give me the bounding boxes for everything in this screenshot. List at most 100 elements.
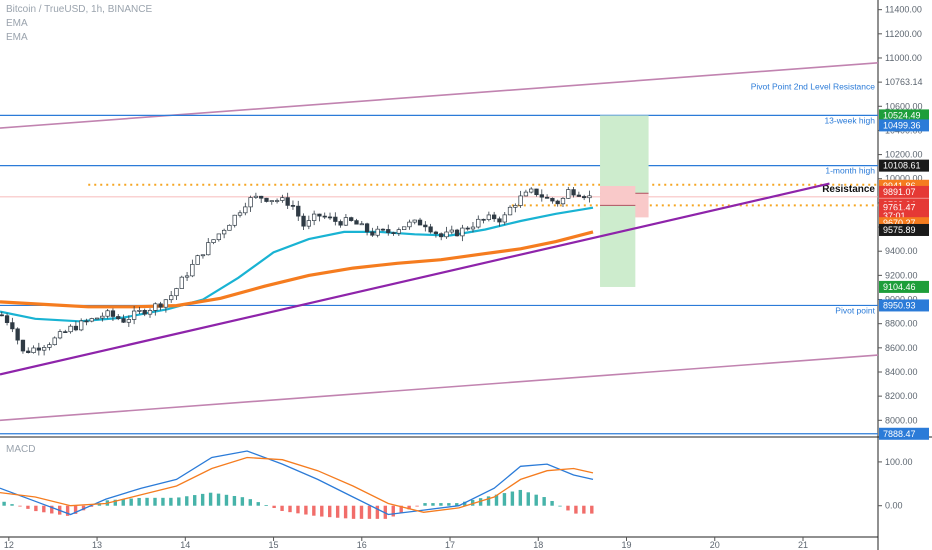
candle-body (158, 303, 163, 308)
candle-body (243, 206, 248, 214)
macd-histogram-bar (463, 501, 467, 506)
macd-histogram-bar (359, 505, 364, 519)
macd-y-tick-label: 100.00 (885, 457, 913, 467)
candle (26, 347, 31, 354)
candle-body (190, 264, 195, 277)
y-tick-label: 8400.00 (885, 367, 918, 377)
short-stop-zone (600, 185, 636, 206)
macd-histogram-bar (26, 505, 30, 509)
candle (259, 195, 264, 204)
candle-body (110, 310, 116, 317)
macd-histogram-bar (431, 503, 435, 506)
candle (311, 210, 317, 226)
candle-body (428, 226, 433, 233)
price-tag-bg (879, 280, 929, 293)
candle-body (507, 206, 513, 216)
candle-body (105, 310, 110, 317)
candle-body (142, 310, 147, 315)
candle-body (301, 215, 306, 227)
price-tag: 9670.27 (883, 218, 916, 228)
candle-body (41, 347, 47, 351)
candle (41, 345, 47, 356)
candle (264, 197, 269, 203)
x-tick-label: 16 (357, 540, 367, 550)
macd-histogram-bar (296, 505, 300, 514)
macd-histogram-bar (582, 505, 586, 514)
candle (221, 228, 227, 239)
x-tick-label: 18 (533, 540, 543, 550)
candle-body (264, 197, 269, 202)
macd-histogram-bar (272, 505, 276, 509)
candle (444, 226, 449, 239)
candle (317, 213, 322, 222)
y-tick-label: 10763.14 (885, 77, 923, 87)
macd-histogram-bar (193, 495, 197, 506)
candle-body (73, 325, 79, 331)
candle-body (121, 318, 126, 323)
candle-body (380, 228, 386, 231)
ema-legend-2[interactable]: EMA (6, 32, 28, 43)
candle (227, 224, 232, 231)
candle-body (274, 200, 280, 202)
candle (179, 275, 184, 289)
candle-body (544, 196, 550, 199)
level-price-tag-bg (879, 299, 929, 312)
macd-histogram-bar (518, 489, 523, 506)
candle-body (338, 221, 343, 226)
ema-legend-1[interactable]: EMA (6, 18, 28, 29)
candle-body (349, 217, 354, 221)
x-tick-label: 13 (92, 540, 102, 550)
candle-body (296, 205, 301, 217)
y-tick-label: 11000.00 (885, 53, 922, 63)
macd-histogram-bar (89, 505, 94, 507)
macd-histogram-bar (470, 499, 475, 506)
candle-body (571, 189, 576, 196)
macd-histogram-bar (145, 497, 149, 506)
level-price-tag-secondary: 10499.36 (883, 120, 921, 130)
candle (354, 218, 359, 225)
macd-line (0, 450, 594, 516)
macd-histogram-bar (574, 505, 578, 514)
candle (100, 312, 105, 322)
level-label: 13-week high (824, 115, 875, 125)
candle-body (206, 242, 211, 256)
price-tag: 9891.07 (883, 187, 916, 197)
candle-body (386, 229, 391, 233)
macd-histogram-bar (232, 495, 237, 506)
candle (243, 202, 248, 216)
candle (200, 254, 206, 259)
macd-histogram-bar (200, 493, 205, 506)
long-target-zone (600, 115, 649, 194)
candle (79, 318, 84, 332)
candle-body (79, 320, 84, 331)
macd-signal-line (0, 456, 594, 513)
candle (327, 212, 333, 220)
macd-histogram-bar (216, 493, 221, 506)
candle (486, 211, 492, 222)
macd-histogram-bar (558, 505, 562, 507)
candle (518, 190, 523, 208)
macd-legend[interactable]: MACD (6, 444, 36, 455)
macd-histogram-bar (264, 505, 268, 506)
candle (513, 203, 518, 213)
candle (502, 211, 507, 225)
macd-histogram-bar (280, 505, 284, 511)
candle-body (412, 219, 417, 223)
macd-histogram-bar (81, 505, 86, 511)
candle (153, 302, 158, 316)
candle-body (63, 331, 68, 334)
candle-body (470, 226, 476, 230)
candle-body (184, 275, 190, 278)
candle-body (534, 188, 539, 196)
macd-histogram-bar (129, 498, 133, 506)
candle (497, 216, 502, 227)
candle-body (391, 232, 396, 234)
candle (576, 191, 582, 198)
macd-histogram-bar (2, 501, 6, 506)
candle-body (147, 310, 153, 315)
candle (587, 190, 592, 203)
macd-histogram-bar (399, 505, 403, 513)
macd-histogram-bar (10, 504, 14, 506)
candle (15, 327, 20, 345)
